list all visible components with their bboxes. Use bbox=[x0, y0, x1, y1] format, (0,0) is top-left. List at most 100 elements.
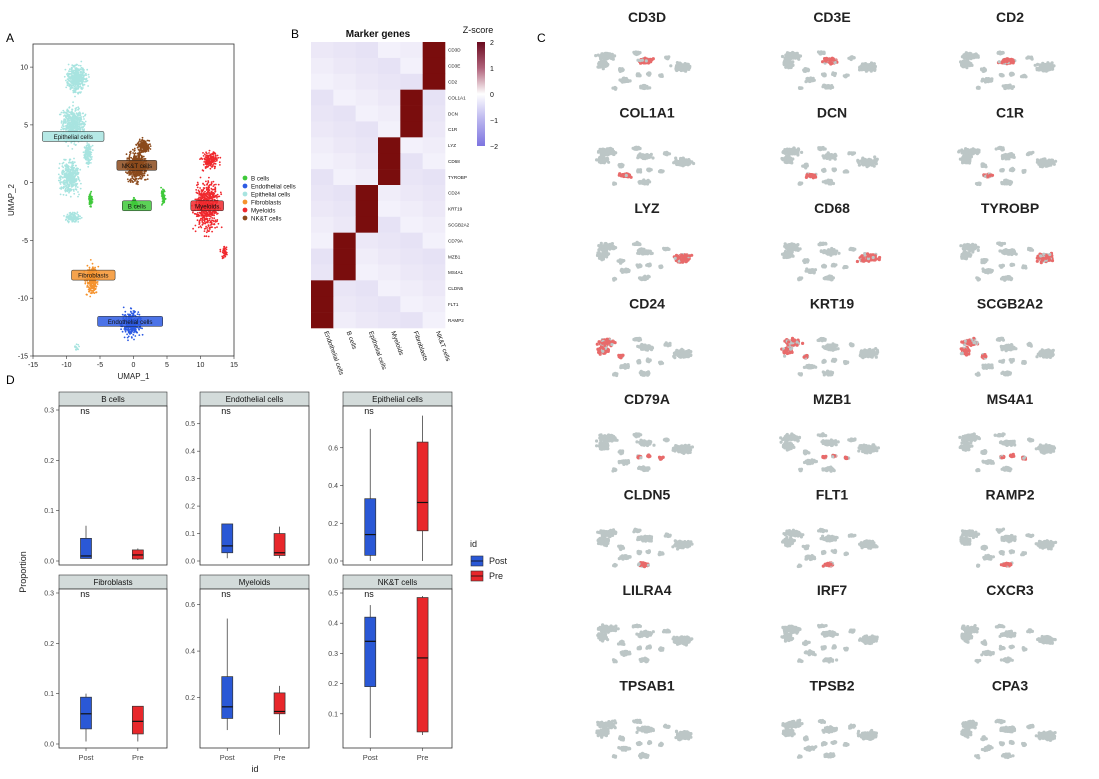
heatmap-cell bbox=[333, 169, 356, 186]
umap-point bbox=[68, 68, 71, 71]
umap-point bbox=[129, 310, 132, 313]
heatmap-cell bbox=[333, 73, 356, 90]
heatmap-col-label: Endothelial cells bbox=[322, 330, 344, 376]
umap-point bbox=[71, 180, 73, 183]
umap-point bbox=[78, 111, 81, 114]
umap-point bbox=[90, 282, 93, 284]
umap-point bbox=[204, 193, 207, 195]
umap-point bbox=[206, 213, 209, 215]
heatmap-cell bbox=[400, 185, 423, 202]
feature-point bbox=[669, 64, 673, 68]
umap-point bbox=[210, 157, 212, 160]
umap-point bbox=[67, 115, 70, 118]
umap-point bbox=[216, 193, 219, 196]
umap-point bbox=[140, 177, 142, 180]
umap-point bbox=[78, 121, 81, 123]
umap-point bbox=[71, 166, 73, 168]
umap-point bbox=[85, 72, 87, 75]
umap-point bbox=[63, 75, 66, 78]
umap-point bbox=[77, 127, 80, 130]
panel-letter-a: A bbox=[6, 31, 14, 45]
umap-point bbox=[200, 215, 203, 217]
umap-point bbox=[64, 120, 66, 123]
umap-point bbox=[72, 78, 74, 81]
umap-point bbox=[70, 168, 73, 171]
umap-point bbox=[208, 230, 211, 232]
umap-point bbox=[195, 213, 198, 216]
heatmap-cell bbox=[378, 232, 401, 249]
feature-point bbox=[611, 86, 615, 90]
umap-point bbox=[79, 168, 82, 171]
heatmap-row-label: RAMP2 bbox=[448, 318, 464, 323]
umap-point bbox=[62, 187, 65, 190]
umap-point bbox=[86, 284, 89, 287]
heatmap-cell bbox=[400, 137, 423, 154]
umap-point bbox=[206, 221, 209, 224]
umap-point bbox=[213, 192, 216, 195]
umap-point bbox=[74, 85, 76, 87]
umap-point bbox=[77, 348, 80, 351]
umap-point bbox=[67, 220, 69, 223]
zscore-colorbar bbox=[477, 42, 485, 146]
umap-point bbox=[69, 218, 72, 221]
feature-point bbox=[659, 73, 663, 78]
umap-point bbox=[76, 218, 79, 221]
umap-point bbox=[136, 313, 139, 315]
umap-point bbox=[201, 223, 204, 226]
heatmap-cell bbox=[400, 169, 423, 186]
cluster-epithelial bbox=[57, 60, 94, 224]
heatmap-cell bbox=[378, 200, 401, 218]
umap-point bbox=[143, 171, 146, 173]
umap-point bbox=[83, 83, 86, 86]
panel-letter-d: D bbox=[6, 373, 15, 387]
umap-point bbox=[89, 192, 92, 195]
umap-point bbox=[62, 176, 64, 179]
umap-point bbox=[200, 226, 203, 229]
umap-point bbox=[74, 110, 77, 112]
umap-point bbox=[163, 190, 166, 193]
umap-point bbox=[139, 175, 142, 178]
umap-point bbox=[90, 198, 93, 201]
heatmap-cell bbox=[400, 248, 423, 265]
umap-point bbox=[127, 331, 130, 334]
umap-point bbox=[70, 79, 72, 81]
umap-point bbox=[79, 82, 81, 85]
umap-point bbox=[90, 145, 92, 148]
heatmap-cell bbox=[355, 232, 379, 249]
umap-point bbox=[201, 158, 204, 161]
umap-point bbox=[88, 76, 90, 78]
umap-point bbox=[59, 181, 61, 184]
umap-point bbox=[71, 108, 74, 111]
umap-point bbox=[213, 162, 215, 165]
umap-point bbox=[68, 75, 70, 78]
umap-point bbox=[203, 197, 206, 200]
heatmap-cell bbox=[422, 73, 446, 90]
heatmap-cell bbox=[422, 42, 446, 59]
umap-point bbox=[57, 179, 60, 182]
umap-point bbox=[219, 191, 222, 194]
umap-point bbox=[67, 119, 70, 121]
heatmap-cell bbox=[378, 264, 401, 281]
umap-point bbox=[66, 124, 68, 127]
umap-point bbox=[210, 213, 213, 216]
umap-point bbox=[72, 65, 75, 68]
umap-point bbox=[85, 158, 88, 161]
heatmap-row-label: DCN bbox=[448, 111, 458, 116]
umap-point bbox=[202, 215, 205, 218]
umap-point bbox=[194, 230, 197, 233]
umap-point bbox=[197, 189, 200, 192]
umap-point bbox=[76, 114, 79, 117]
umap-point bbox=[211, 223, 213, 226]
umap-point bbox=[97, 265, 100, 268]
umap-point bbox=[144, 178, 146, 181]
umap-point bbox=[72, 178, 75, 181]
umap-point bbox=[137, 172, 140, 175]
umap-point bbox=[124, 310, 127, 313]
umap-point bbox=[74, 183, 76, 185]
umap-point bbox=[209, 193, 212, 196]
heatmap-cell bbox=[378, 312, 401, 329]
umap-point bbox=[68, 214, 71, 217]
umap-point bbox=[63, 158, 65, 161]
umap-point bbox=[123, 336, 126, 339]
